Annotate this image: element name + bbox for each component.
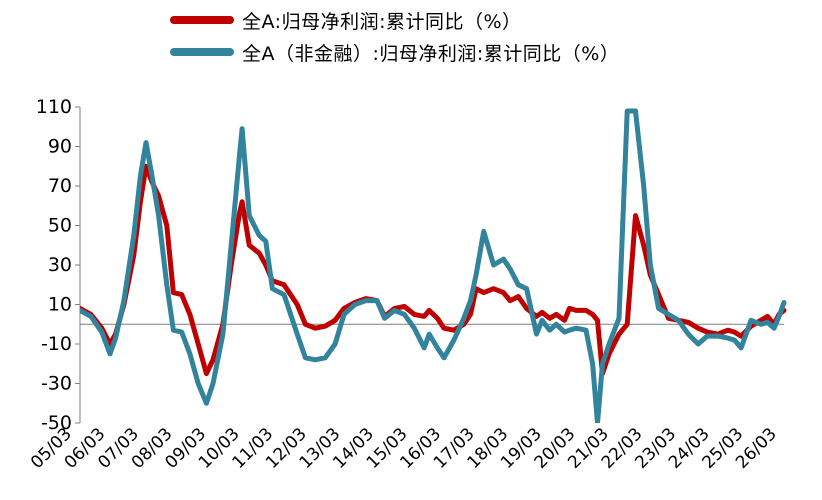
legend-label: 全A:归母净利润:累计同比（%） xyxy=(242,10,522,33)
y-tick-label: 110 xyxy=(36,96,72,118)
y-tick-label: -30 xyxy=(41,373,72,395)
y-tick-label: -10 xyxy=(41,333,72,355)
legend-swatch-red xyxy=(170,16,234,24)
legend-item-all-a-ex-fin: 全A（非金融）:归母净利润:累计同比（%） xyxy=(170,36,619,68)
legend-swatch-teal xyxy=(170,48,234,56)
series-line-1 xyxy=(80,108,787,423)
y-tick-label: 10 xyxy=(48,294,72,316)
legend-label: 全A（非金融）:归母净利润:累计同比（%） xyxy=(242,42,620,65)
y-tick-label: 90 xyxy=(48,136,72,158)
y-tick-label: -50 xyxy=(41,412,72,434)
y-tick-label: 30 xyxy=(48,254,72,276)
y-tick-label: 70 xyxy=(48,175,72,197)
legend-item-all-a: 全A:归母净利润:累计同比（%） xyxy=(170,4,619,36)
legend: 全A:归母净利润:累计同比（%） 全A（非金融）:归母净利润:累计同比（%） xyxy=(170,4,619,68)
y-tick-label: 50 xyxy=(48,215,72,237)
